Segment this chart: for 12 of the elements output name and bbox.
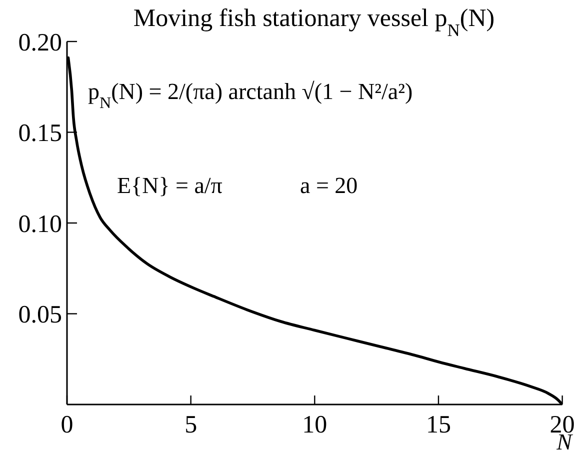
x-tick-label: 10 — [302, 411, 328, 438]
y-tick-label: 0.20 — [18, 29, 62, 56]
annotation: a = 20 — [300, 173, 358, 198]
x-tick-label: 0 — [60, 411, 74, 438]
y-tick-label: 0.05 — [18, 302, 62, 329]
x-tick-label: 5 — [184, 411, 198, 438]
annotation: E{N} = a/π — [117, 173, 223, 198]
y-tick-label: 0.10 — [18, 210, 62, 238]
y-tick-label: 0.15 — [18, 120, 62, 148]
annotation: p$_{N}$(N) = 2/(πa) arctanh √(1 − N²/a²) — [88, 79, 413, 112]
x-tick-label: 15 — [426, 411, 451, 438]
chart-title: Moving fish stationary vessel p$_{N}$(N) — [133, 5, 495, 40]
